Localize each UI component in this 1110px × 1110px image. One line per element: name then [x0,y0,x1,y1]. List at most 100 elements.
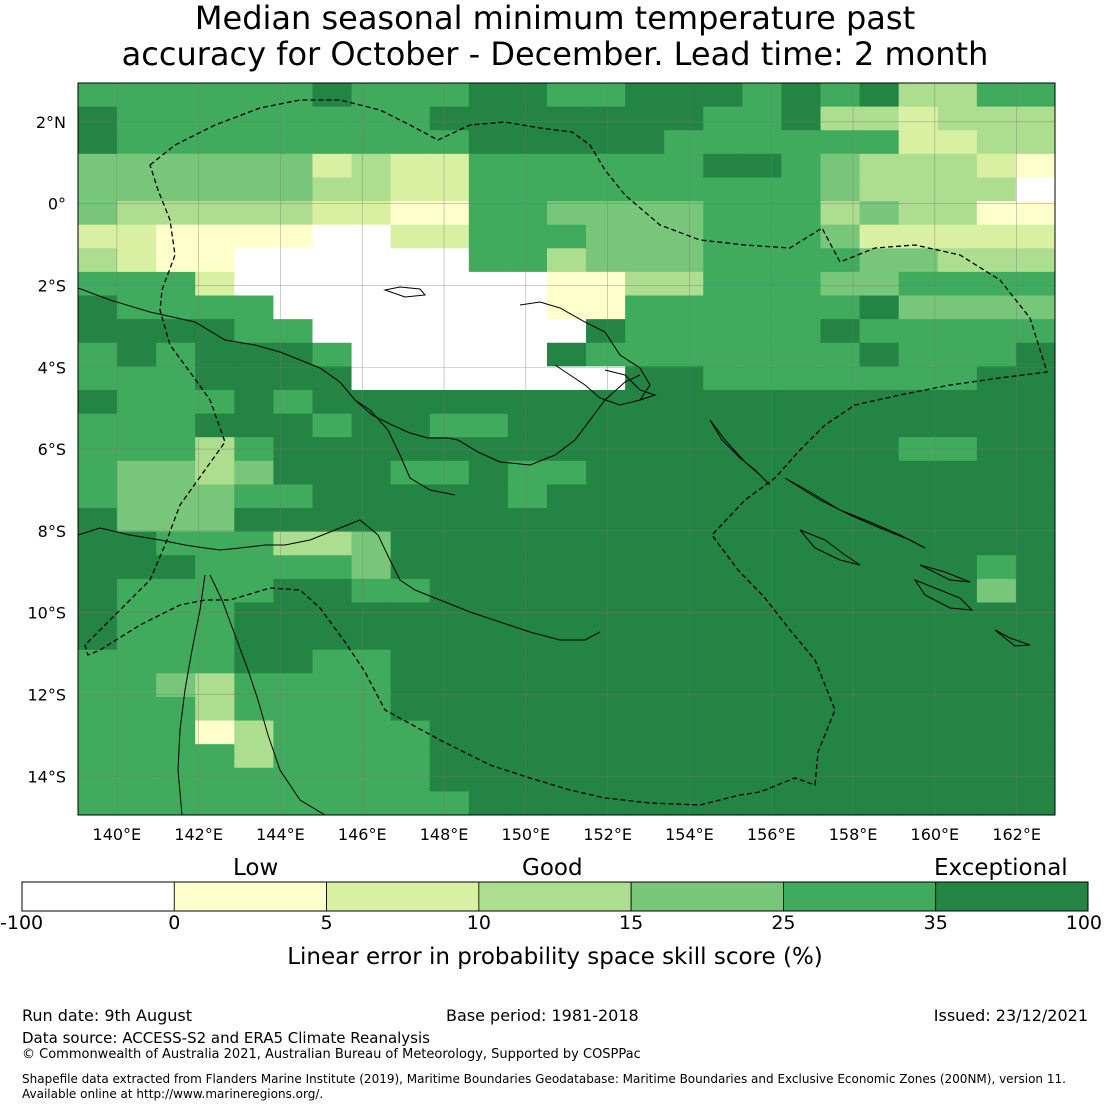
grid-cell [156,696,196,722]
grid-cell [586,555,626,580]
grid-cell [898,153,939,179]
grid-cell [507,555,548,580]
grid-cell [664,508,704,533]
grid-cell [898,508,939,533]
grid-cell [976,696,1017,722]
grid-cell [468,248,509,273]
grid-cell [312,602,353,627]
grid-cell [273,460,314,486]
grid-cell [859,366,900,391]
grid-cell [781,578,822,604]
grid-cell [312,744,353,769]
grid-cell [898,791,939,815]
grid-cell [664,248,704,273]
grid-cell [1015,673,1055,698]
grid-cell [117,319,157,344]
lat-label: 6°S [38,440,66,459]
grid-cell [234,649,274,674]
colorbar-tick-label: 35 [923,912,948,934]
grid-cell [156,177,196,202]
grid-cell [859,295,900,320]
grid-cell [273,767,314,792]
grid-cell [546,720,587,745]
grid-cell [78,248,118,273]
lon-label: 162°E [992,825,1041,844]
grid-cell [429,413,470,438]
grid-cell [546,271,587,297]
grid-cell [625,531,665,556]
colorbar-tick-label: 5 [320,912,333,934]
grid-cell [546,130,587,155]
grid-cell [546,413,587,438]
grid-cell [273,696,314,722]
grid-cell [664,649,704,674]
grid-cell [625,744,665,769]
grid-cell [937,342,978,367]
grid-cell [468,673,509,698]
grid-cell [117,626,157,651]
grid-cell [546,106,587,131]
grid-cell [781,626,822,651]
grid-cell [664,295,704,320]
grid-cell [351,767,392,792]
grid-cell [507,602,548,627]
grid-cell [742,508,783,533]
grid-cell [1015,696,1055,722]
grid-cell [78,342,118,367]
grid-cell [117,531,157,556]
grid-cell [859,696,900,722]
coastline-new-britain [519,301,651,406]
grid-cell [312,295,353,320]
grid-cell [859,106,900,131]
grid-cell [429,767,470,792]
grid-cell [390,602,431,627]
grid-cell [898,626,939,651]
grid-cell [586,767,626,792]
grid-cell [351,508,392,533]
grid-cell [351,602,392,627]
grid-cell [742,720,783,745]
grid-cell [429,389,470,415]
map-frame [77,82,1056,816]
grid-cell [781,224,822,249]
grid-cell [390,319,431,344]
grid-cell [625,460,665,486]
grid-cell [703,720,743,745]
grid-cell [195,744,235,769]
grid-cell [546,177,587,202]
grid-cell [859,649,900,674]
grid-cell [664,696,704,722]
grid-cell [195,531,235,556]
grid-cell [703,342,743,367]
grid-cell [859,130,900,155]
grid-cell [820,626,861,651]
grid-cell [586,791,626,815]
grid-cell [898,673,939,698]
grid-cell [468,413,509,438]
grid-cell [195,460,235,486]
grid-cell [664,83,704,108]
grid-cell [586,720,626,745]
grid-cell [898,460,939,486]
grid-cell [781,295,822,320]
grid-cell [468,578,509,604]
grid-cell [937,366,978,391]
grid-cell [664,177,704,202]
grid-cell [312,177,353,202]
grid-cell [742,342,783,367]
grid-cell [625,602,665,627]
grid-cell [781,106,822,131]
grid-cell [898,578,939,604]
grid-cell [586,177,626,202]
grid-cell [859,484,900,509]
lon-label: 148°E [420,825,469,844]
grid-cell [820,271,861,297]
grid-cell [156,201,196,226]
grid-cell [234,673,274,698]
grid-cell [820,177,861,202]
grid-cell [195,177,235,202]
grid-cell [429,508,470,533]
grid-cell [898,602,939,627]
grid-cell [273,602,314,627]
grid-cell [976,201,1017,226]
